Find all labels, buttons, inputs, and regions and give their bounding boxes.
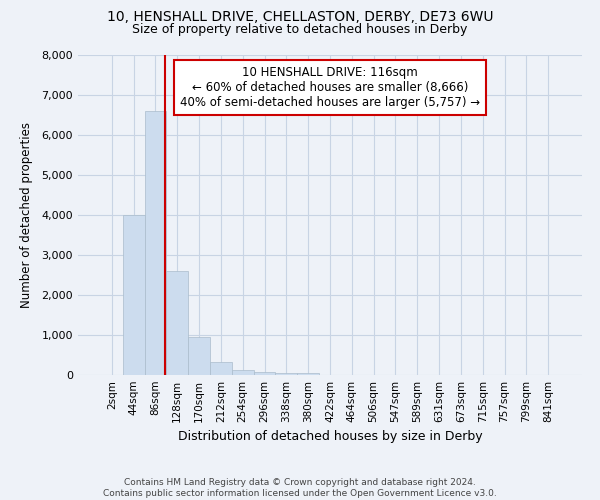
Bar bbox=[297, 373, 319, 375]
Text: 10 HENSHALL DRIVE: 116sqm
← 60% of detached houses are smaller (8,666)
40% of se: 10 HENSHALL DRIVE: 116sqm ← 60% of detac… bbox=[180, 66, 480, 109]
Y-axis label: Number of detached properties: Number of detached properties bbox=[20, 122, 33, 308]
Text: 10, HENSHALL DRIVE, CHELLASTON, DERBY, DE73 6WU: 10, HENSHALL DRIVE, CHELLASTON, DERBY, D… bbox=[107, 10, 493, 24]
Bar bbox=[145, 111, 166, 375]
Bar bbox=[123, 215, 145, 375]
Bar bbox=[275, 373, 297, 375]
Bar bbox=[254, 372, 275, 375]
X-axis label: Distribution of detached houses by size in Derby: Distribution of detached houses by size … bbox=[178, 430, 482, 444]
Bar bbox=[210, 362, 232, 375]
Text: Contains HM Land Registry data © Crown copyright and database right 2024.
Contai: Contains HM Land Registry data © Crown c… bbox=[103, 478, 497, 498]
Bar bbox=[166, 271, 188, 375]
Bar bbox=[232, 370, 254, 375]
Text: Size of property relative to detached houses in Derby: Size of property relative to detached ho… bbox=[133, 22, 467, 36]
Bar bbox=[188, 337, 210, 375]
